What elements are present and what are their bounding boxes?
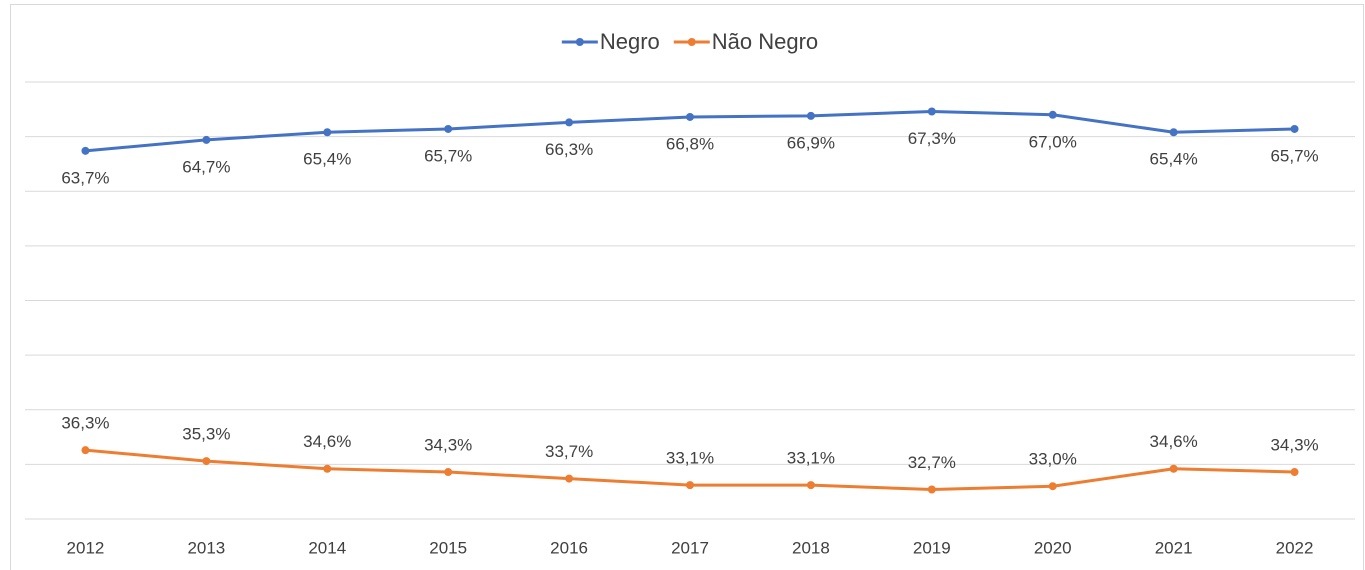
chart-frame: [10, 4, 1364, 570]
data-label: 35,3%: [182, 425, 230, 444]
x-tick-label: 2021: [1155, 538, 1193, 557]
data-label: 63,7%: [61, 168, 109, 187]
data-point: [565, 118, 574, 127]
data-point: [806, 111, 815, 120]
legend-marker: [687, 38, 696, 46]
x-tick-label: 2020: [1034, 538, 1072, 557]
data-point: [323, 464, 332, 473]
data-point: [1290, 124, 1299, 133]
data-point: [927, 107, 936, 116]
x-tick-label: 2019: [913, 538, 951, 557]
legend-marker: [575, 38, 584, 46]
data-point: [444, 124, 453, 133]
data-label: 33,0%: [1029, 450, 1077, 469]
data-label: 66,3%: [545, 140, 593, 159]
data-point: [81, 446, 90, 455]
data-label: 65,7%: [1270, 146, 1318, 165]
data-point: [444, 468, 453, 477]
data-label: 64,7%: [182, 157, 230, 176]
data-point: [202, 457, 211, 466]
data-point: [565, 474, 574, 483]
data-point: [1169, 464, 1178, 473]
x-tick-label: 2014: [308, 538, 346, 557]
data-label: 34,6%: [1150, 432, 1198, 451]
x-tick-label: 2015: [429, 538, 467, 557]
data-point: [1048, 482, 1057, 491]
data-label: 36,3%: [61, 414, 109, 433]
data-label: 33,1%: [666, 449, 714, 468]
data-point: [202, 135, 211, 144]
data-point: [323, 128, 332, 137]
legend-label: Não Negro: [712, 29, 818, 54]
data-label: 34,6%: [303, 432, 351, 451]
data-label: 33,7%: [545, 442, 593, 461]
x-tick-label: 2013: [187, 538, 225, 557]
data-label: 33,1%: [787, 449, 835, 468]
data-point: [686, 481, 694, 490]
data-label: 65,4%: [303, 150, 351, 169]
data-label: 66,8%: [666, 134, 714, 153]
data-point: [806, 481, 815, 490]
data-label: 34,3%: [424, 436, 472, 455]
data-point: [1048, 110, 1057, 119]
x-tick-label: 2022: [1276, 538, 1314, 557]
x-tick-label: 2012: [67, 538, 105, 557]
data-label: 32,7%: [908, 453, 956, 472]
data-label: 66,9%: [787, 133, 835, 152]
data-point: [81, 146, 90, 155]
data-label: 65,4%: [1150, 150, 1198, 169]
data-label: 34,3%: [1270, 436, 1318, 455]
x-tick-label: 2018: [792, 538, 830, 557]
data-point: [927, 485, 936, 494]
x-tick-label: 2017: [671, 538, 709, 557]
legend-label: Negro: [600, 29, 660, 54]
data-point: [1290, 468, 1299, 477]
legend-item: Não Negro: [673, 29, 818, 54]
data-label: 67,3%: [908, 129, 956, 148]
data-point: [1169, 128, 1178, 137]
x-tick-label: 2016: [550, 538, 588, 557]
data-label: 65,7%: [424, 146, 472, 165]
legend-item: Negro: [561, 29, 660, 54]
legend: Negro Não Negro: [561, 29, 818, 54]
data-label: 67,0%: [1029, 132, 1077, 151]
data-point: [686, 112, 694, 121]
